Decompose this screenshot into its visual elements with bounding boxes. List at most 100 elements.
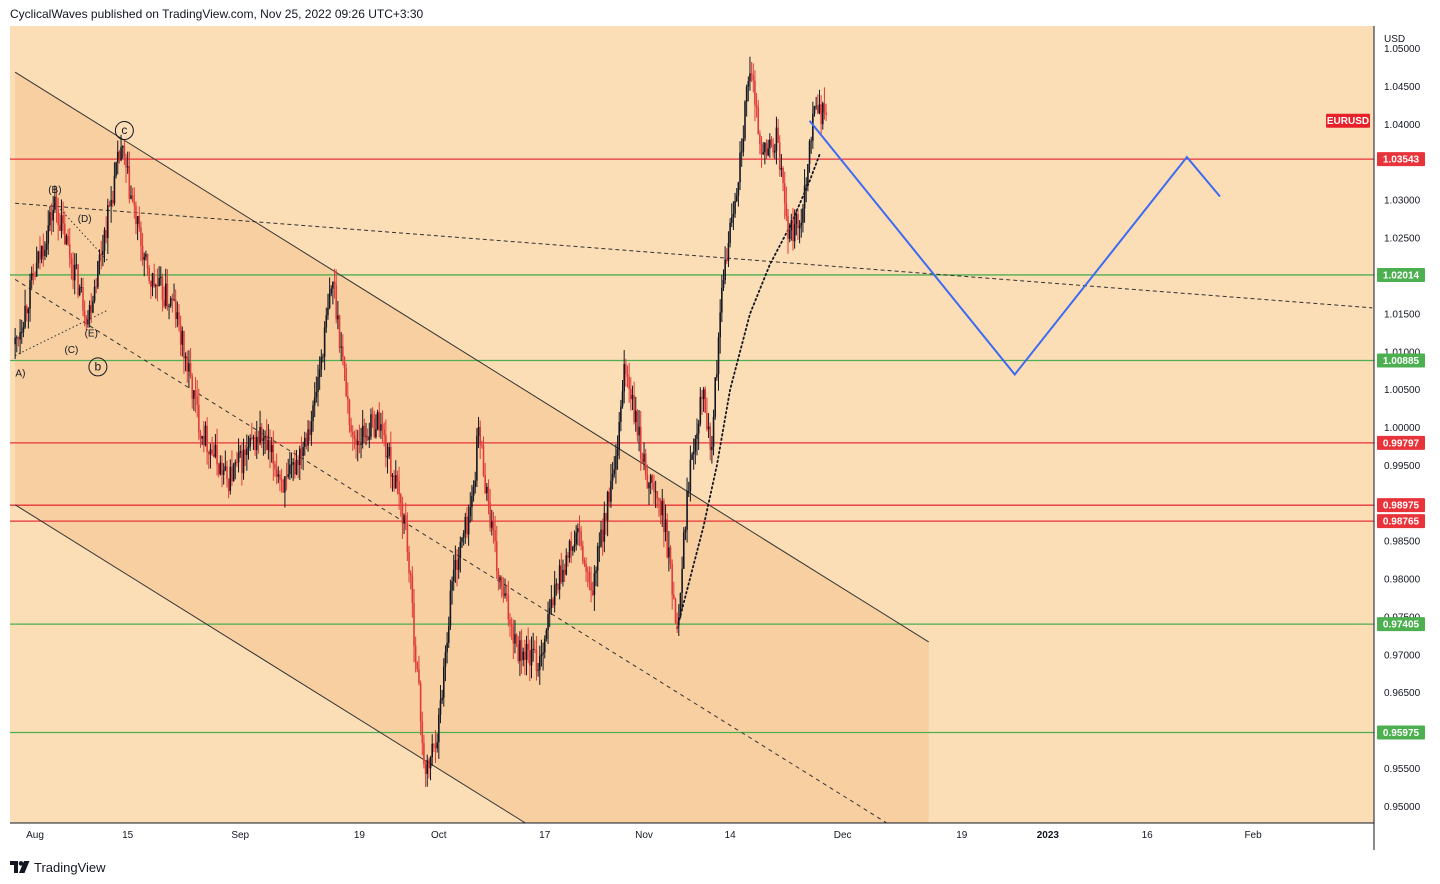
candle-body-321 [545,630,548,639]
y-tick-label-10: 0.98500 [1384,537,1421,548]
candle-body-328 [557,583,559,590]
candle-body-418 [706,412,708,430]
candle-body-239 [409,573,412,575]
x-tick-label-10: 2023 [1037,830,1060,841]
candle-body-375 [634,410,637,423]
candle-body-101 [181,330,184,345]
candle-body-416 [702,389,705,400]
candle-body-80 [146,254,149,269]
candle-body-372 [630,389,632,400]
candle-body-337 [572,546,574,551]
candle-body-299 [509,619,511,625]
candle-body-430 [725,259,728,261]
candle-body-35 [72,264,74,281]
candle-body-230 [394,475,397,489]
candle-body-12 [34,276,36,278]
candle-body-65 [121,145,124,148]
y-tick-label-15: 0.95500 [1384,764,1421,775]
candle-body-61 [115,162,117,176]
candle-body-242 [414,645,417,663]
candle-body-248 [424,764,427,774]
candle-body-69 [128,166,131,199]
candle-body-184 [318,369,321,378]
candle-body-294 [500,577,503,587]
candle-body-222 [381,424,384,430]
tradingview-logo-icon [10,861,30,873]
candle-body-406 [686,491,688,530]
candle-body-125 [221,462,223,475]
candle-body-98 [176,312,179,320]
candle-body-409 [691,454,693,460]
candle-body-477 [803,185,806,209]
candle-body-177 [307,429,309,446]
candle-body-261 [446,642,448,653]
tradingview-logo[interactable]: TradingView [10,858,106,876]
candle-body-319 [542,652,544,655]
candle-body-466 [785,203,788,217]
candle-body-218 [375,429,377,438]
wave-label-6: A) [15,368,25,379]
candle-body-103 [184,356,187,359]
y-tick-label-1: 1.04500 [1384,82,1421,93]
candle-body-241 [413,603,415,646]
level-tag-label-5: 0.98765 [1383,517,1420,528]
candle-body-300 [510,624,513,627]
candle-body-350 [593,573,596,595]
level-tag-label-2: 1.00885 [1383,356,1420,367]
triangle-upper-dotted [54,202,109,262]
candle-body-428 [722,280,725,288]
candle-body-197 [340,346,342,348]
candle-body-47 [92,300,94,313]
candle-body-446 [752,75,755,81]
candle-body-207 [356,441,359,445]
candle-body-368 [623,364,625,392]
candle-body-95 [171,298,174,300]
y-tick-label-2: 1.04000 [1384,120,1421,131]
candle-body-21 [49,212,51,226]
candle-body-410 [692,451,695,455]
wave-circle-0 [114,121,134,141]
candle-body-64 [120,147,122,161]
support-dotted-curve [676,153,821,630]
candle-body-472 [795,214,798,225]
candle-body-16 [40,245,43,260]
candle-body-347 [588,572,591,583]
candle-body-3 [19,332,21,340]
candle-body-323 [548,607,551,615]
candle-body-166 [289,464,291,475]
candle-body-267 [456,560,458,570]
candle-body-94 [169,298,172,307]
candle-body-329 [558,565,561,590]
candle-body-379 [641,458,644,463]
candle-body-118 [209,449,212,455]
x-tick-label-5: 17 [539,830,551,841]
candle-body-157 [274,464,276,470]
candle-body-369 [625,364,627,374]
candle-body-30 [63,223,66,245]
candle-body-315 [535,650,538,671]
candle-body-137 [241,451,243,474]
candle-body-114 [203,435,205,446]
candle-body-19 [45,243,48,250]
candle-body-276 [471,495,473,508]
chart-pane[interactable]: c (B) (D) (E) (C) b A) USD 1.05000 1.04500 1.04000… [10,26,1430,850]
candle-body-164 [285,476,288,478]
candle-body-67 [125,156,127,168]
candle-body-116 [206,425,208,453]
candle-body-124 [219,462,222,475]
candle-body-459 [773,150,776,153]
candle-body-244 [418,669,420,684]
candle-body-297 [505,593,508,596]
candle-body-66 [123,145,126,157]
candle-body-33 [68,244,71,258]
candle-body-283 [482,445,485,476]
candle-body-132 [232,464,235,482]
candle-body-272 [464,516,467,534]
candle-body-189 [327,307,329,316]
candle-body-71 [131,195,134,202]
footer-brand: TradingView [34,859,106,875]
candle-body-467 [787,216,789,239]
candle-body-352 [596,546,599,571]
candle-body-422 [712,416,715,447]
